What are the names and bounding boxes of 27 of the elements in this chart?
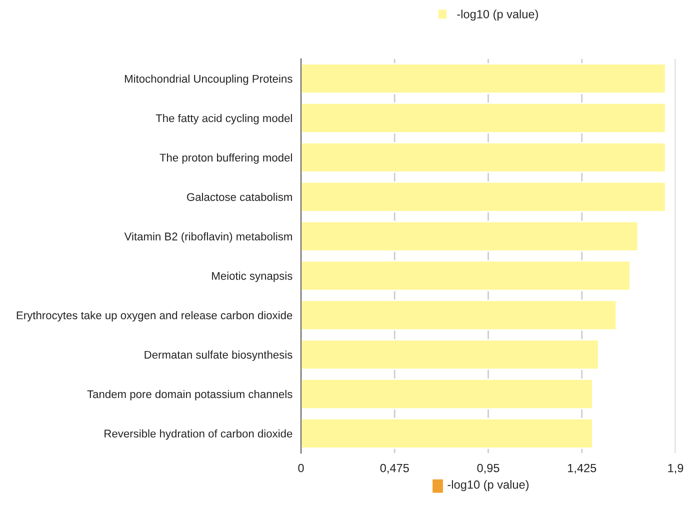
- bar: [301, 339, 600, 370]
- x-tick-label: 1,425: [568, 464, 596, 474]
- bar: [301, 418, 594, 449]
- x-tick-label: 0: [298, 464, 304, 472]
- y-tick-label: Meiotic synapsis: [212, 272, 292, 282]
- y-tick-label: Erythrocytes take up oxygen and release carbon dioxide: [16, 311, 292, 322]
- y-tick-label: Vitamin B2 (riboflavin) metabolism: [124, 232, 292, 243]
- bar: [301, 142, 666, 173]
- bar: [301, 378, 594, 410]
- y-tick-label: Dermatan sulfate biosynthesis: [144, 350, 292, 361]
- y-tick-label: The fatty acid cycling model: [156, 114, 292, 124]
- bar: [301, 181, 666, 212]
- bar: [301, 63, 666, 94]
- y-tick-label: Tandem pore domain potassium channels: [87, 390, 292, 400]
- legend-label: -log10 (p value): [457, 10, 538, 21]
- x-axis-title: -log10 (p value): [448, 480, 529, 492]
- y-tick-label: Galactose catabolism: [187, 192, 292, 201]
- y-tick-label: Reversible hydration of carbon dioxide: [104, 429, 292, 440]
- x-tick-label: 0,475: [380, 464, 409, 474]
- y-tick-label: Mitochondrial Uncoupling Proteins: [124, 74, 292, 85]
- bar: [301, 102, 666, 134]
- bar: [301, 220, 639, 252]
- x-tick-label: 0,95: [477, 464, 500, 474]
- x-tick-label: 1,9: [668, 464, 684, 474]
- y-tick-label: The proton buffering model: [160, 153, 292, 164]
- bar: [301, 260, 631, 292]
- bar: [301, 300, 618, 331]
